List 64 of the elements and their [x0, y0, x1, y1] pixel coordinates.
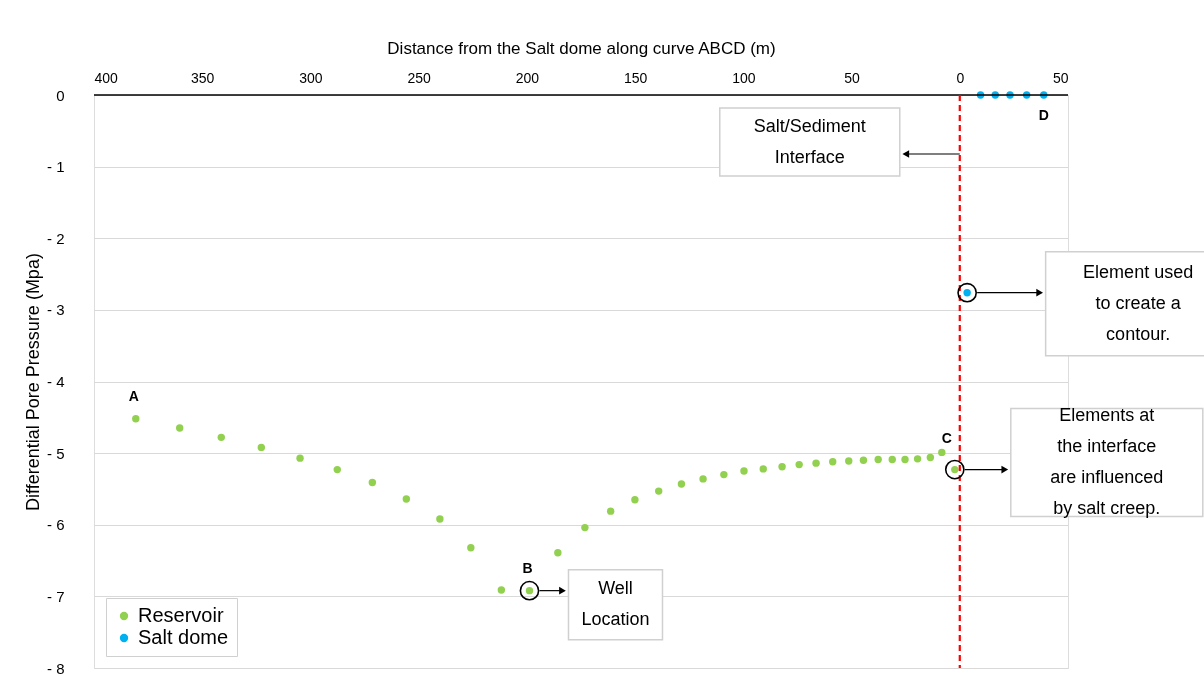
x-tick-label: 100: [732, 69, 756, 86]
point: [938, 448, 946, 457]
y-axis-title: Differential Pore Pressure (Mpa): [23, 253, 43, 511]
x-tick-label: 50: [844, 69, 861, 86]
point: [740, 467, 748, 475]
point: [333, 465, 341, 474]
point: [829, 458, 837, 466]
point: [888, 455, 896, 464]
annotation: B: [522, 559, 533, 576]
annotation: D: [1038, 107, 1049, 123]
y-tick-label: - 1: [46, 158, 65, 176]
point: [176, 424, 184, 432]
y-tick-label: - 6: [46, 516, 65, 534]
x-tick-label: 150: [623, 69, 648, 86]
point: [655, 487, 663, 495]
point: [901, 455, 909, 464]
x-tick-label: 0: [956, 69, 965, 86]
x-tick-label: 400: [94, 69, 119, 86]
annotation: C: [941, 430, 952, 447]
point: [296, 454, 304, 462]
y-tick-label: - 2: [46, 229, 65, 247]
point: [436, 515, 444, 523]
point: [874, 455, 882, 464]
point: [606, 507, 615, 515]
point: [554, 548, 562, 557]
legend-label: Salt dome: [138, 626, 229, 648]
point: [368, 478, 377, 487]
point: [402, 495, 411, 503]
y-tick-label: - 8: [46, 659, 65, 677]
point: [217, 433, 225, 442]
point: [257, 443, 266, 452]
point: [926, 453, 935, 462]
y-tick-label: - 5: [46, 444, 65, 462]
annotation: A: [128, 387, 139, 404]
point: [581, 523, 589, 532]
point: [720, 470, 728, 479]
x-tick-label: 50: [1052, 69, 1069, 86]
x-axis-title: Distance from the Salt dome along curve ABCD (m): [387, 38, 776, 58]
y-tick-label: - 4: [46, 373, 65, 390]
point: [845, 457, 853, 465]
point: [913, 455, 922, 463]
point: [859, 456, 868, 464]
annotation: Well Location: [581, 578, 650, 630]
point: [467, 543, 475, 552]
x-tick-label: 300: [299, 69, 323, 86]
text: Element used to create a contour.: [1083, 261, 1194, 344]
x-tick-label: 200: [515, 69, 540, 86]
point: [497, 586, 506, 594]
point: [699, 475, 707, 483]
annotation: Salt/Sediment Interface: [753, 115, 866, 167]
point: [631, 495, 639, 504]
point: [795, 460, 803, 469]
point: [778, 463, 786, 471]
y-tick-label: 0: [56, 86, 65, 104]
y-tick-label: - 3: [46, 301, 65, 319]
legend-label: Reservoir: [138, 604, 224, 626]
point: [132, 415, 140, 423]
y-tick-label: - 7: [46, 587, 65, 605]
annotation: Elements at the interface are influenced by salt creep.: [1050, 405, 1164, 519]
point: [759, 465, 767, 473]
point: [677, 480, 686, 488]
x-tick-label: 350: [191, 69, 215, 86]
point: [812, 459, 820, 467]
x-tick-label: 250: [407, 69, 432, 86]
